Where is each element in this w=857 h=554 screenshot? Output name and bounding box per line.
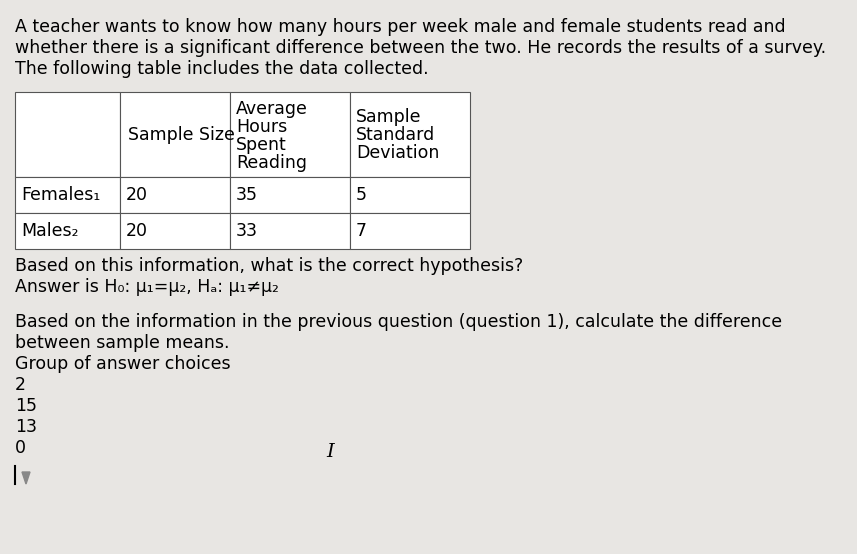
Bar <box>230 213 350 249</box>
Text: 33: 33 <box>236 222 258 240</box>
Text: I: I <box>327 443 334 461</box>
Text: 7: 7 <box>356 222 367 240</box>
Bar <box>230 92 350 177</box>
Text: Sample Size: Sample Size <box>128 126 235 143</box>
Bar <box>15 213 120 249</box>
Text: 2: 2 <box>15 376 26 394</box>
Text: Average: Average <box>236 100 308 118</box>
Bar <box>350 213 470 249</box>
Text: A teacher wants to know how many hours per week male and female students read an: A teacher wants to know how many hours p… <box>15 18 786 36</box>
Bar <box>15 177 120 213</box>
Bar <box>120 177 230 213</box>
Text: between sample means.: between sample means. <box>15 334 230 352</box>
Polygon shape <box>22 472 30 484</box>
Text: Group of answer choices: Group of answer choices <box>15 355 231 373</box>
Text: 5: 5 <box>356 186 367 204</box>
Bar <box>350 92 470 177</box>
Text: Answer is H₀: μ₁=μ₂, Hₐ: μ₁≠μ₂: Answer is H₀: μ₁=μ₂, Hₐ: μ₁≠μ₂ <box>15 278 279 296</box>
Text: Males₂: Males₂ <box>21 222 79 240</box>
Bar <box>120 92 230 177</box>
Text: The following table includes the data collected.: The following table includes the data co… <box>15 60 428 78</box>
Text: 0: 0 <box>15 439 26 457</box>
Text: whether there is a significant difference between the two. He records the result: whether there is a significant differenc… <box>15 39 826 57</box>
Text: Standard: Standard <box>356 126 435 144</box>
Text: 20: 20 <box>126 186 148 204</box>
Text: Hours: Hours <box>236 118 287 136</box>
Bar <box>120 213 230 249</box>
Bar <box>350 177 470 213</box>
Text: Spent: Spent <box>236 136 287 154</box>
Text: Based on the information in the previous question (question 1), calculate the di: Based on the information in the previous… <box>15 313 782 331</box>
Text: Sample: Sample <box>356 108 422 126</box>
Text: 35: 35 <box>236 186 258 204</box>
Text: 15: 15 <box>15 397 37 415</box>
Bar <box>230 177 350 213</box>
Text: Reading: Reading <box>236 154 307 172</box>
Text: Females₁: Females₁ <box>21 186 100 204</box>
Bar <box>15 92 120 177</box>
Text: Deviation: Deviation <box>356 144 440 162</box>
Text: Based on this information, what is the correct hypothesis?: Based on this information, what is the c… <box>15 257 524 275</box>
Text: 13: 13 <box>15 418 37 436</box>
Text: 20: 20 <box>126 222 148 240</box>
